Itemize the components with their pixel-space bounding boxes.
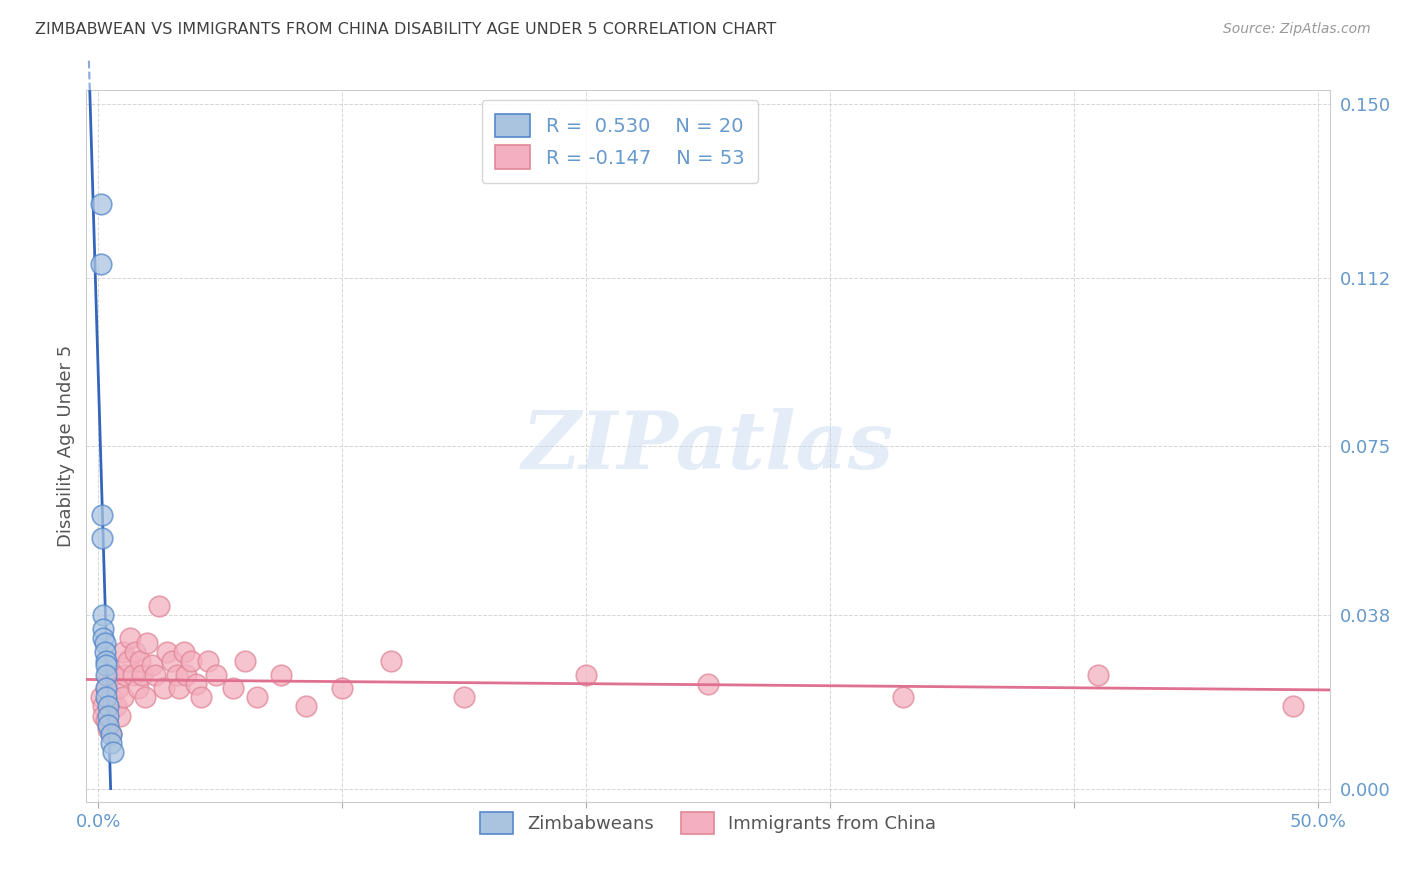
Point [121,667,143,681]
Point [330,681,353,696]
Point [270,667,292,681]
Point [1282,699,1305,714]
Point [129,654,152,668]
Point [156,645,179,659]
Point [153,681,176,696]
Point [90,257,112,271]
Point [111,645,134,659]
Point [93,622,115,636]
Point [221,681,243,696]
Point [90,690,112,705]
Point [136,635,159,649]
Point [141,658,163,673]
Point [110,708,132,723]
Point [93,708,115,723]
Point [380,654,402,668]
Y-axis label: Disability Age Under 5: Disability Age Under 5 [58,345,75,548]
Point [94,713,117,727]
Point [120,631,142,645]
Point [143,667,166,681]
Point [93,608,115,623]
Point [167,681,190,696]
Point [124,645,146,659]
Point [94,654,117,668]
Point [891,690,914,705]
Point [697,676,720,690]
Point [294,699,316,714]
Point [148,599,170,613]
Point [246,690,269,705]
Point [100,736,122,750]
Point [93,645,115,659]
Text: Source: ZipAtlas.com: Source: ZipAtlas.com [1223,22,1371,37]
Point [233,654,256,668]
Legend: Zimbabweans, Immigrants from China: Zimbabweans, Immigrants from China [471,803,945,843]
Point [166,667,188,681]
Point [111,690,134,705]
Point [93,635,115,649]
Point [101,667,124,681]
Point [90,197,112,211]
Point [134,690,156,705]
Point [190,690,212,705]
Point [97,717,120,731]
Point [94,690,117,705]
Point [94,667,117,681]
Point [131,667,153,681]
Point [94,681,117,696]
Point [100,690,122,705]
Point [197,654,219,668]
Point [97,723,120,737]
Point [100,727,122,741]
Point [180,654,202,668]
Point [94,681,117,696]
Point [204,667,226,681]
Point [100,727,122,741]
Point [114,667,136,681]
Point [101,745,124,759]
Point [173,645,195,659]
Point [91,531,114,545]
Point [184,676,207,690]
Text: ZIPatlas: ZIPatlas [522,408,894,485]
Point [91,508,114,522]
Point [117,654,139,668]
Point [127,681,149,696]
Point [174,667,197,681]
Point [104,699,127,714]
Point [97,708,120,723]
Point [1087,667,1109,681]
Point [97,667,120,681]
Point [575,667,598,681]
Point [94,658,117,673]
Point [93,699,115,714]
Point [160,654,183,668]
Text: ZIMBABWEAN VS IMMIGRANTS FROM CHINA DISABILITY AGE UNDER 5 CORRELATION CHART: ZIMBABWEAN VS IMMIGRANTS FROM CHINA DISA… [35,22,776,37]
Point [453,690,475,705]
Point [97,699,120,714]
Point [107,681,129,696]
Point [93,631,115,645]
